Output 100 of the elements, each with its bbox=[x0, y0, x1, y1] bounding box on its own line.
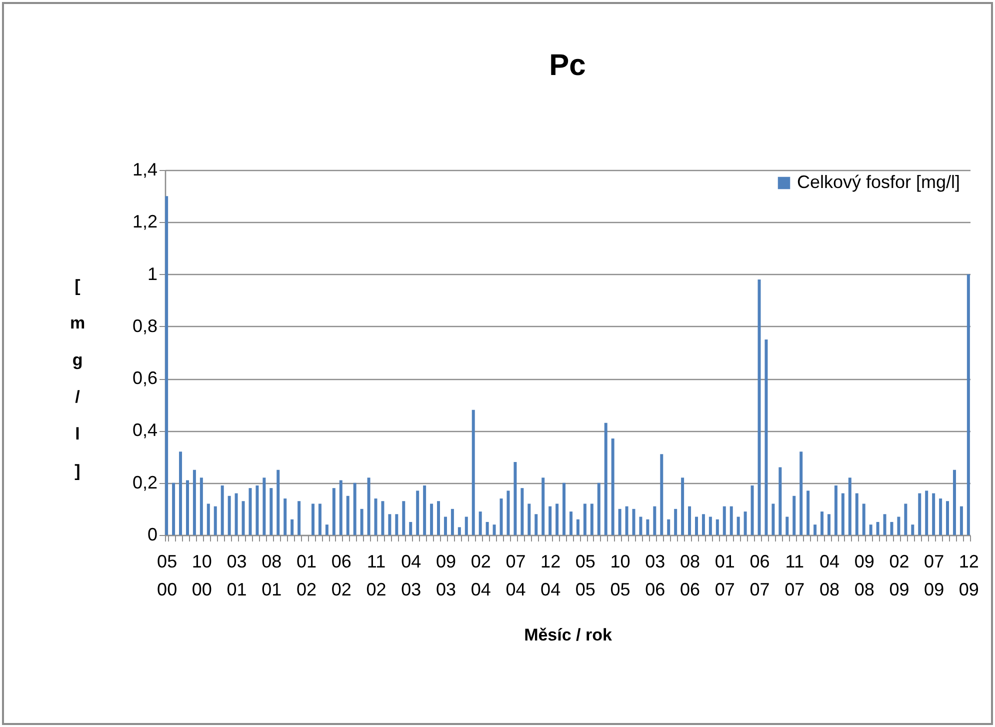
bar bbox=[534, 514, 538, 535]
x-tick-label: 06 07 bbox=[750, 552, 770, 600]
bar bbox=[562, 482, 566, 535]
bar bbox=[186, 480, 189, 535]
bar bbox=[722, 506, 726, 535]
bar bbox=[234, 493, 238, 535]
bar bbox=[960, 506, 963, 535]
bar bbox=[276, 470, 280, 535]
x-tick-label: 12 04 bbox=[540, 552, 561, 600]
bar bbox=[381, 501, 384, 535]
bar bbox=[262, 478, 266, 535]
bar bbox=[792, 496, 796, 535]
bar bbox=[206, 504, 210, 535]
bar bbox=[542, 478, 545, 535]
bar bbox=[618, 508, 622, 535]
bar bbox=[806, 490, 810, 535]
bar bbox=[646, 519, 650, 535]
bar bbox=[332, 488, 336, 535]
x-tick-label: 01 02 bbox=[296, 552, 317, 600]
bar bbox=[437, 501, 440, 535]
bar bbox=[228, 496, 231, 535]
bar bbox=[925, 490, 928, 535]
x-tick-label: 02 09 bbox=[889, 552, 910, 600]
bar bbox=[841, 493, 844, 535]
bar bbox=[827, 514, 830, 535]
bar bbox=[492, 524, 496, 535]
bar bbox=[576, 519, 580, 535]
bar bbox=[611, 438, 614, 535]
bar bbox=[179, 452, 182, 535]
bar bbox=[374, 498, 378, 535]
bar bbox=[744, 512, 747, 535]
bar bbox=[200, 478, 203, 535]
bar bbox=[430, 504, 434, 535]
y-tick-label: 0,4 bbox=[132, 420, 158, 440]
x-tick-label: 11 02 bbox=[366, 552, 386, 600]
x-tick-label: 05 00 bbox=[157, 552, 178, 600]
y-tick-label: 0,2 bbox=[132, 472, 158, 492]
bar bbox=[834, 485, 838, 535]
bar bbox=[500, 498, 503, 535]
bar bbox=[911, 524, 914, 535]
bar bbox=[353, 482, 356, 535]
y-axis-title: [mg/l] bbox=[70, 276, 86, 480]
y-tick-label: 0,6 bbox=[132, 368, 158, 388]
bar bbox=[758, 280, 761, 535]
y-tick-label: 1 bbox=[147, 264, 158, 284]
bar bbox=[653, 506, 656, 535]
x-tick-label: 07 04 bbox=[506, 552, 526, 600]
bar bbox=[786, 516, 789, 535]
x-tick-label: 04 08 bbox=[819, 552, 840, 600]
x-tick-label: 09 08 bbox=[854, 552, 874, 600]
bar bbox=[339, 480, 342, 535]
bar bbox=[556, 504, 559, 535]
bar bbox=[486, 522, 489, 535]
x-tick-label: 11 07 bbox=[784, 552, 805, 600]
bar bbox=[270, 488, 273, 535]
bar bbox=[548, 506, 552, 535]
bar bbox=[367, 478, 370, 535]
bar bbox=[855, 493, 858, 535]
bar bbox=[192, 470, 196, 535]
chart-title: Pc bbox=[549, 49, 586, 82]
bar bbox=[388, 514, 392, 535]
x-tick-label: 03 01 bbox=[226, 552, 247, 600]
x-tick-label: 10 05 bbox=[610, 552, 630, 600]
x-tick-label: 08 01 bbox=[262, 552, 282, 600]
x-tick-label: 10 00 bbox=[192, 552, 212, 600]
bar bbox=[458, 527, 461, 535]
bar bbox=[311, 504, 314, 535]
bar bbox=[883, 514, 886, 535]
bar bbox=[667, 519, 670, 535]
bar bbox=[800, 452, 803, 535]
bar bbox=[514, 462, 517, 535]
bar bbox=[716, 519, 719, 535]
bar bbox=[569, 512, 572, 535]
bar bbox=[918, 493, 922, 535]
bar bbox=[360, 508, 364, 535]
bar bbox=[290, 519, 294, 535]
y-tick-label: 1,2 bbox=[132, 212, 158, 232]
bar bbox=[730, 506, 733, 535]
bar bbox=[904, 504, 908, 535]
bar bbox=[764, 339, 768, 535]
bar bbox=[528, 504, 531, 535]
bar bbox=[708, 516, 712, 535]
bar bbox=[674, 508, 678, 535]
bar bbox=[256, 485, 259, 535]
bar bbox=[820, 512, 824, 535]
bar bbox=[478, 512, 482, 535]
x-tick-label: 08 06 bbox=[680, 552, 700, 600]
bar bbox=[597, 482, 600, 535]
bar bbox=[242, 501, 245, 535]
bar bbox=[932, 493, 936, 535]
bar bbox=[694, 516, 698, 535]
bar bbox=[395, 514, 398, 535]
bar bbox=[583, 504, 586, 535]
bar bbox=[890, 522, 894, 535]
bar bbox=[848, 478, 852, 535]
bar bbox=[520, 488, 524, 535]
bar bbox=[660, 454, 664, 535]
bar bbox=[897, 516, 900, 535]
legend-label: Celkový fosfor [mg/l] bbox=[797, 172, 960, 192]
bar bbox=[876, 522, 880, 535]
